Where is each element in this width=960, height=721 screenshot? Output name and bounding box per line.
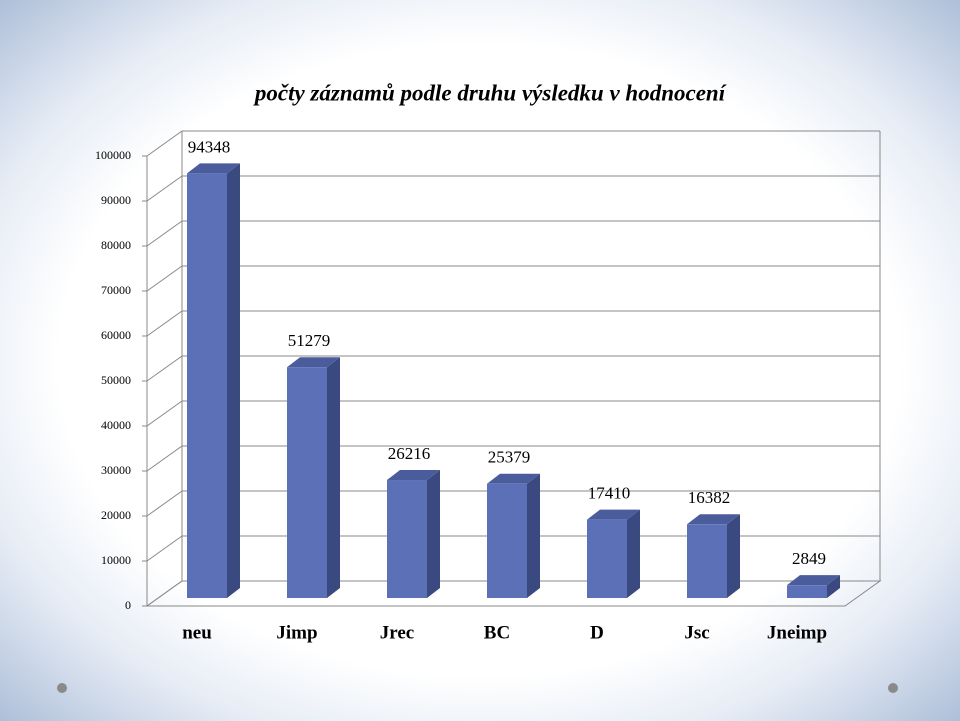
grid-line <box>146 310 183 337</box>
value-label: 17410 <box>588 484 631 503</box>
bar-side <box>827 575 840 598</box>
x-tick-label: D <box>590 622 604 643</box>
x-tick-label: BC <box>484 622 510 643</box>
bar <box>587 519 627 598</box>
value-label: 94348 <box>188 137 231 156</box>
bar <box>387 480 427 598</box>
bar-top <box>387 470 440 481</box>
grid-line <box>146 445 183 472</box>
bar-top <box>287 357 340 368</box>
y-tick-label: 30000 <box>101 463 131 477</box>
bar-side <box>427 470 440 598</box>
grid-line <box>146 400 183 427</box>
x-tick-label: Jimp <box>276 622 317 643</box>
bar <box>687 524 727 598</box>
y-tick-label: 40000 <box>101 418 131 432</box>
grid-line <box>146 580 183 607</box>
bar-top <box>687 514 740 525</box>
grid-line <box>146 535 183 562</box>
x-tick-label: Jrec <box>380 622 414 643</box>
bar <box>287 367 327 598</box>
value-label: 2849 <box>792 549 826 568</box>
bar-side <box>327 357 340 598</box>
x-tick-label: Jsc <box>684 622 709 643</box>
bar-top <box>587 509 640 520</box>
grid-line <box>146 130 183 157</box>
y-tick-label: 90000 <box>101 193 131 207</box>
bar-side <box>527 473 540 598</box>
y-tick-label: 20000 <box>101 508 131 522</box>
bar <box>187 173 227 598</box>
x-tick-label: Jneimp <box>767 622 827 643</box>
y-tick-label: 80000 <box>101 238 131 252</box>
bar-top <box>787 575 840 586</box>
y-tick-label: 100000 <box>95 148 131 162</box>
bar-top <box>187 163 240 174</box>
value-label: 26216 <box>388 444 431 463</box>
grid-line <box>146 220 183 247</box>
bar-side <box>627 509 640 598</box>
y-tick-label: 50000 <box>101 373 131 387</box>
grid-line <box>146 355 183 382</box>
grid-line <box>146 265 183 292</box>
value-label: 25379 <box>488 448 531 467</box>
bar-side <box>727 514 740 598</box>
y-tick-label: 0 <box>125 598 131 612</box>
y-tick-label: 60000 <box>101 328 131 342</box>
bar <box>787 585 827 598</box>
x-tick-label: neu <box>182 622 212 643</box>
bar-side <box>227 163 240 598</box>
grid-line <box>146 490 183 517</box>
decor-dot <box>57 683 67 693</box>
value-label: 51279 <box>288 331 331 350</box>
decor-dot <box>888 683 898 693</box>
y-tick-label: 70000 <box>101 283 131 297</box>
value-label: 16382 <box>688 488 731 507</box>
chart-title: počty záznamů podle druhu výsledku v hod… <box>253 80 727 105</box>
y-tick-label: 10000 <box>101 553 131 567</box>
bar <box>487 483 527 598</box>
bar-top <box>487 473 540 484</box>
grid-line <box>146 175 183 202</box>
